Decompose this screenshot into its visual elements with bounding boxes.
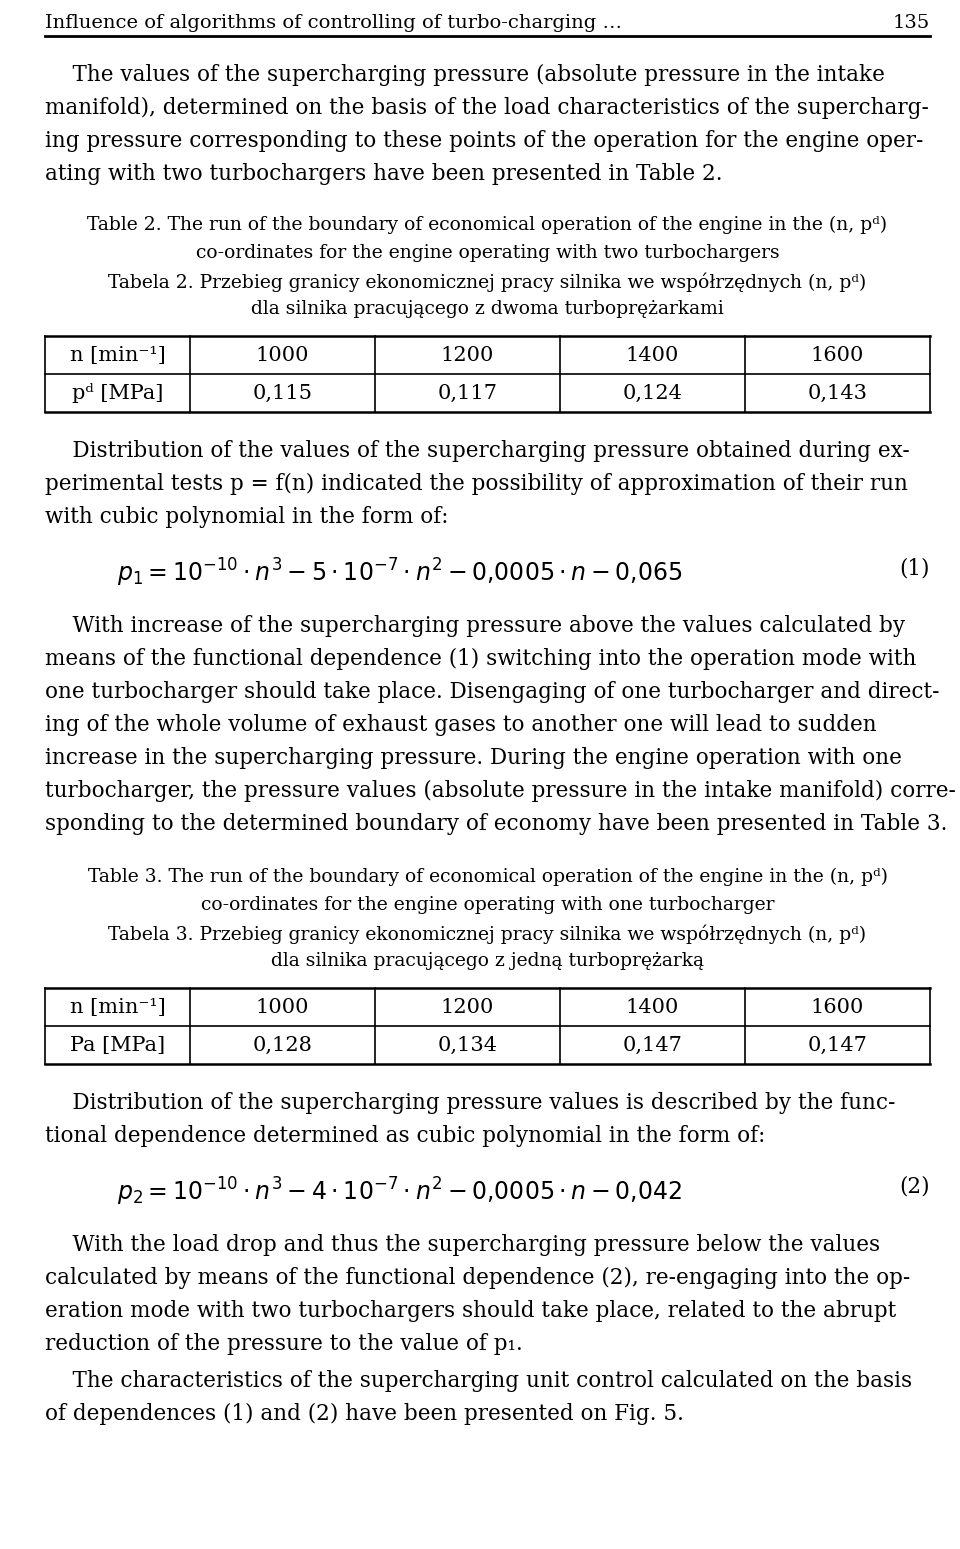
Text: means of the functional dependence (1) switching into the operation mode with: means of the functional dependence (1) s… xyxy=(45,647,917,671)
Text: increase in the supercharging pressure. During the engine operation with one: increase in the supercharging pressure. … xyxy=(45,747,901,768)
Text: 0,128: 0,128 xyxy=(252,1035,312,1055)
Text: 1200: 1200 xyxy=(441,998,494,1016)
Text: Distribution of the values of the supercharging pressure obtained during ex-: Distribution of the values of the superc… xyxy=(45,440,910,462)
Text: Influence of algorithms of controlling of turbo-charging …: Influence of algorithms of controlling o… xyxy=(45,14,622,33)
Text: 0,147: 0,147 xyxy=(623,1035,683,1055)
Text: 1400: 1400 xyxy=(626,998,679,1016)
Text: 1400: 1400 xyxy=(626,345,679,364)
Text: tional dependence determined as cubic polynomial in the form of:: tional dependence determined as cubic po… xyxy=(45,1125,765,1146)
Text: ating with two turbochargers have been presented in Table 2.: ating with two turbochargers have been p… xyxy=(45,163,723,184)
Text: one turbocharger should take place. Disengaging of one turbocharger and direct-: one turbocharger should take place. Dise… xyxy=(45,682,940,703)
Text: 0,143: 0,143 xyxy=(807,384,868,403)
Text: turbocharger, the pressure values (absolute pressure in the intake manifold) cor: turbocharger, the pressure values (absol… xyxy=(45,781,956,802)
Text: $p_2 = 10^{-10} \cdot n^3 - 4 \cdot 10^{-7} \cdot n^2 - 0{,}0005 \cdot n - 0{,}0: $p_2 = 10^{-10} \cdot n^3 - 4 \cdot 10^{… xyxy=(117,1176,683,1208)
Text: 135: 135 xyxy=(893,14,930,33)
Text: reduction of the pressure to the value of p₁.: reduction of the pressure to the value o… xyxy=(45,1334,523,1355)
Text: 0,134: 0,134 xyxy=(438,1035,497,1055)
Text: co-ordinates for the engine operating with two turbochargers: co-ordinates for the engine operating wi… xyxy=(196,245,780,262)
Text: Tabela 2. Przebieg granicy ekonomicznej pracy silnika we współrzędnych (n, pᵈ): Tabela 2. Przebieg granicy ekonomicznej … xyxy=(108,273,867,291)
Text: Tabela 3. Przebieg granicy ekonomicznej pracy silnika we współrzędnych (n, pᵈ): Tabela 3. Przebieg granicy ekonomicznej … xyxy=(108,925,867,943)
Text: 0,147: 0,147 xyxy=(807,1035,868,1055)
Text: eration mode with two turbochargers should take place, related to the abrupt: eration mode with two turbochargers shou… xyxy=(45,1300,897,1321)
Text: $p_1 = 10^{-10} \cdot n^3 - 5 \cdot 10^{-7} \cdot n^2 - 0{,}0005 \cdot n - 0{,}0: $p_1 = 10^{-10} \cdot n^3 - 5 \cdot 10^{… xyxy=(117,558,683,589)
Text: of dependences (1) and (2) have been presented on Fig. 5.: of dependences (1) and (2) have been pre… xyxy=(45,1403,684,1425)
Text: perimental tests p = f(n) indicated the possibility of approximation of their ru: perimental tests p = f(n) indicated the … xyxy=(45,472,908,496)
Text: sponding to the determined boundary of economy have been presented in Table 3.: sponding to the determined boundary of e… xyxy=(45,813,948,835)
Text: 1600: 1600 xyxy=(811,345,864,364)
Text: 1000: 1000 xyxy=(255,998,309,1016)
Text: ing pressure corresponding to these points of the operation for the engine oper-: ing pressure corresponding to these poin… xyxy=(45,130,924,152)
Text: With increase of the supercharging pressure above the values calculated by: With increase of the supercharging press… xyxy=(45,615,905,637)
Text: Table 2. The run of the boundary of economical operation of the engine in the (n: Table 2. The run of the boundary of econ… xyxy=(87,215,888,234)
Text: (2): (2) xyxy=(900,1176,930,1197)
Text: 0,117: 0,117 xyxy=(438,384,497,403)
Text: (1): (1) xyxy=(900,558,930,579)
Text: 0,124: 0,124 xyxy=(623,384,683,403)
Text: pᵈ [MPa]: pᵈ [MPa] xyxy=(72,383,163,403)
Text: with cubic polynomial in the form of:: with cubic polynomial in the form of: xyxy=(45,507,448,528)
Text: Pa [MPa]: Pa [MPa] xyxy=(70,1035,165,1055)
Text: Distribution of the supercharging pressure values is described by the func-: Distribution of the supercharging pressu… xyxy=(45,1092,896,1114)
Text: 1600: 1600 xyxy=(811,998,864,1016)
Text: ing of the whole volume of exhaust gases to another one will lead to sudden: ing of the whole volume of exhaust gases… xyxy=(45,714,876,736)
Text: 0,115: 0,115 xyxy=(252,384,313,403)
Text: dla silnika pracującego z dwoma turboprężarkami: dla silnika pracującego z dwoma turboprę… xyxy=(252,301,724,318)
Text: dla silnika pracującego z jedną turboprężarką: dla silnika pracującego z jedną turboprę… xyxy=(271,953,704,970)
Text: n [min⁻¹]: n [min⁻¹] xyxy=(70,998,165,1016)
Text: manifold), determined on the basis of the load characteristics of the supercharg: manifold), determined on the basis of th… xyxy=(45,98,929,119)
Text: With the load drop and thus the supercharging pressure below the values: With the load drop and thus the supercha… xyxy=(45,1235,880,1256)
Text: co-ordinates for the engine operating with one turbocharger: co-ordinates for the engine operating wi… xyxy=(201,895,775,914)
Text: 1200: 1200 xyxy=(441,345,494,364)
Text: The characteristics of the supercharging unit control calculated on the basis: The characteristics of the supercharging… xyxy=(45,1369,912,1393)
Text: Table 3. The run of the boundary of economical operation of the engine in the (n: Table 3. The run of the boundary of econ… xyxy=(87,867,887,886)
Text: calculated by means of the functional dependence (2), re-engaging into the op-: calculated by means of the functional de… xyxy=(45,1267,910,1289)
Text: 1000: 1000 xyxy=(255,345,309,364)
Text: n [min⁻¹]: n [min⁻¹] xyxy=(70,345,165,364)
Text: The values of the supercharging pressure (absolute pressure in the intake: The values of the supercharging pressure… xyxy=(45,64,885,87)
